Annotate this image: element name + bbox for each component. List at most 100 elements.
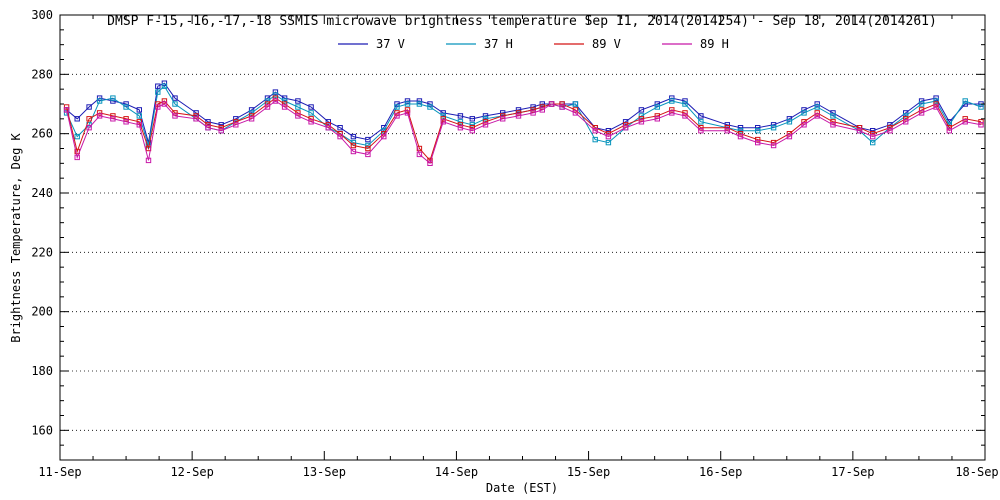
data-point-marker [801,119,807,125]
data-point-marker [308,116,314,122]
data-point-marker [539,107,545,113]
data-point-marker [469,125,476,131]
data-point-marker [669,107,675,113]
data-point-marker [814,101,820,107]
data-point-marker [654,116,660,122]
data-point-marker [74,133,80,140]
data-point-marker [193,116,199,122]
data-point-marker [515,113,522,119]
data-point-marker [248,110,255,116]
data-point-marker [427,101,433,107]
data-point-marker [933,98,939,104]
data-point-marker [218,125,224,131]
data-point-marker [365,151,371,158]
data-point-marker [308,110,314,116]
data-point-marker [946,128,952,134]
legend-label: 89 V [592,37,621,51]
y-tick-label: 180 [31,364,53,378]
data-point-marker [218,122,224,128]
data-point-marker [416,98,423,104]
data-point-marker [770,122,777,128]
data-point-marker [622,125,629,131]
series-line [66,100,982,165]
data-point-marker [755,128,761,134]
data-point-marker [325,125,332,131]
series-89h [63,98,984,167]
data-point-marker [605,131,612,137]
data-point-marker [572,110,579,116]
legend-label: 89 H [700,37,729,51]
data-point-marker [193,113,199,119]
data-point-marker [669,98,675,104]
data-point-marker [539,104,545,110]
data-point-marker [308,119,314,125]
y-tick-label: 300 [31,8,53,22]
y-tick-label: 260 [31,127,53,141]
data-point-marker [654,113,660,119]
data-point-marker [482,122,489,128]
data-point-marker [638,119,645,125]
data-point-marker [248,107,255,113]
data-point-marker [622,119,629,125]
data-point-marker [870,128,876,134]
legend-label: 37 H [484,37,513,51]
data-point-marker [622,122,629,128]
data-point-marker [801,107,807,113]
data-point-marker [233,116,239,122]
data-point-marker [801,122,807,128]
data-point-marker [856,125,863,131]
legend: 37 V 37 H 89 V 89 H [338,37,729,51]
x-tick-label: 11-Sep [38,465,81,479]
data-point-marker [724,125,730,131]
data-point-marker [161,80,168,86]
data-point-marker [205,125,211,131]
data-point-marker [365,136,371,143]
data-point-marker [74,116,80,122]
data-point-marker [887,128,893,134]
data-point-marker [737,128,744,134]
data-point-marker [295,104,301,110]
data-point-marker [469,122,476,128]
x-axis-label: Date (EST) [486,481,558,495]
data-point-marker [962,119,968,125]
data-point-marker [96,113,103,119]
data-point-marker [264,101,271,107]
data-point-marker [903,110,909,116]
data-point-marker [264,98,271,104]
series-89v [63,95,984,164]
data-point-marker [605,133,612,140]
data-point-marker [272,92,279,98]
data-point-marker [856,128,863,134]
data-point-marker [272,95,279,101]
data-point-marker [350,139,357,146]
data-point-marker [572,101,579,107]
data-point-marker [136,113,143,119]
data-point-marker [404,110,411,116]
data-point-marker [218,128,224,134]
data-point-marker [404,107,411,113]
series-line [66,97,982,162]
y-tick-label: 160 [31,423,53,437]
data-point-marker [155,89,161,95]
data-point-marker [592,125,598,131]
data-point-marker [325,119,332,125]
data-point-marker [592,136,598,143]
data-point-marker [74,154,80,161]
data-point-marker [308,104,314,110]
series-line [66,85,982,147]
data-point-marker [698,113,704,119]
data-point-marker [539,101,545,107]
data-point-marker [404,101,411,107]
legend-label: 37 V [376,37,405,51]
data-point-marker [786,116,793,122]
data-point-marker [172,95,178,101]
data-point-marker [110,113,116,119]
data-point-marker [416,151,423,158]
data-point-marker [172,101,178,107]
data-point-marker [638,113,645,119]
data-point-marker [281,95,288,101]
y-tick-label: 200 [31,305,53,319]
data-point-marker [457,119,464,125]
